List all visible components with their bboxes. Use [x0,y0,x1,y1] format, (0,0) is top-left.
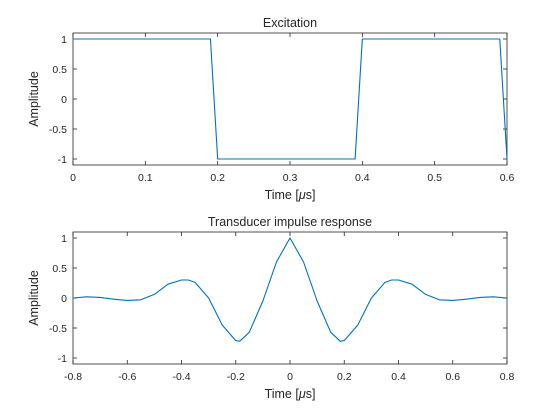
x-axis-label: Time [μs] [265,188,316,202]
data-point [139,298,142,301]
x-tick-label: -0.4 [172,371,190,383]
data-point [390,279,393,282]
x-tick-label: 0.4 [355,172,370,184]
data-point [411,283,414,286]
data-point [238,340,241,343]
data-point [209,38,212,41]
y-tick-label: 0 [61,94,67,106]
y-tick-label: -0.5 [49,323,67,335]
data-point [207,297,210,300]
data-point [478,296,481,299]
x-tick-label: 0.8 [500,371,515,383]
x-axis-label-suffix: s] [306,188,316,202]
data-point [234,339,237,342]
data-point [343,339,346,342]
data-point [383,281,386,284]
data-point [180,279,183,282]
data-point [356,324,359,327]
y-tick-label: 1 [61,233,67,245]
y-tick-label: 0.5 [52,64,67,76]
data-point [438,298,441,301]
data-point [72,38,75,41]
data-point [465,298,468,301]
data-point [275,261,278,264]
data-point [248,331,251,334]
x-axis-label-prefix: Time [ [265,387,300,401]
data-point [329,331,332,334]
data-point [72,297,75,300]
data-point [339,340,342,343]
series-line [72,237,508,342]
data-point [361,38,364,41]
x-tick-label: -0.2 [227,371,245,383]
x-axis-label-prefix: Time [ [265,188,300,202]
x-axis-label: Time [μs] [265,387,316,401]
x-tick-label: 0 [287,371,293,383]
y-axis-label: Amplitude [27,270,41,326]
y-tick-label: -1 [58,154,67,166]
impulse-response-plot: -0.8 -0.6 -0.4 -0.2 0 0.2 0.4 0.6 0.8 1 0.5 0 -0.5 -1… [27,215,514,401]
data-point [492,295,495,298]
data-point [153,293,156,296]
x-axis-label-greek: μ [298,387,306,401]
y-tick-label: 1 [61,34,67,46]
x-tick-label: 0 [70,172,76,184]
data-point [370,297,373,300]
axes-box [72,32,508,166]
x-axis-label-suffix: s] [306,387,316,401]
x-tick-label: 0.6 [445,371,460,383]
data-point [354,158,357,161]
data-point [99,296,102,299]
y-tick-label: -1 [58,353,67,365]
x-tick-label: 0.1 [138,172,153,184]
data-point [498,38,501,41]
y-tick-label: 0 [61,293,67,305]
data-point [194,281,197,284]
data-point [397,279,400,282]
x-axis-label-greek: μ [298,188,306,202]
data-point [187,279,190,282]
x-tick-label: 0.3 [283,172,298,184]
y-tick-label: -0.5 [49,124,67,136]
data-point [424,293,427,296]
x-tick-label: 0.4 [391,371,406,383]
data-point [506,158,509,161]
data-point [289,237,292,240]
x-tick-label: -0.6 [118,371,136,383]
axes-box [72,231,508,365]
data-point [112,298,115,301]
x-tick-label: 0.2 [337,371,352,383]
excitation-plot: 0 0.1 0.2 0.3 0.4 0.5 0.6 1 0.5 0 -0.5 -1 Excitation… [27,16,514,202]
y-axis-label: Amplitude [27,71,41,127]
data-point [85,295,88,298]
x-tick-label: 0.6 [500,172,515,184]
data-point [302,261,305,264]
data-point [451,299,454,302]
y-tick-label: 0.5 [52,263,67,275]
chart-title: Transducer impulse response [208,215,372,229]
series-line [72,38,508,160]
x-tick-label: 0.5 [427,172,442,184]
data-point [166,283,169,286]
x-tick-label: 0.2 [210,172,225,184]
data-point [506,297,509,300]
data-point [316,300,319,303]
data-point [221,324,224,327]
data-point [216,158,219,161]
x-tick-label: -0.8 [64,371,82,383]
data-point [126,299,129,302]
chart-title: Excitation [263,16,317,30]
data-point [261,300,264,303]
